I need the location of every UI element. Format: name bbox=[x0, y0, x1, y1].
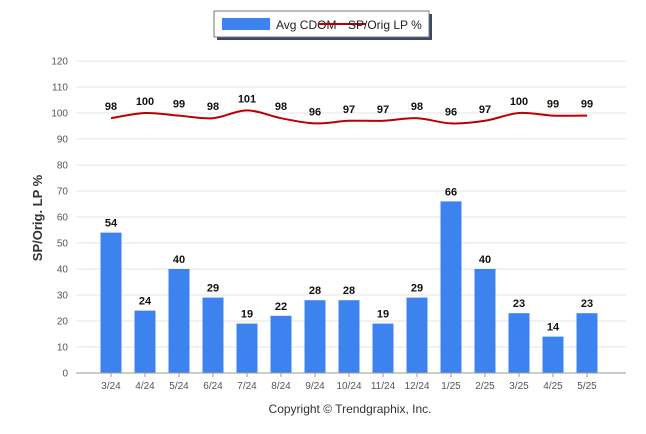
bar bbox=[100, 232, 122, 373]
legend-swatch-bar bbox=[222, 18, 270, 30]
bar-value-label: 28 bbox=[309, 285, 321, 297]
bar bbox=[440, 201, 462, 373]
bar-value-label: 23 bbox=[581, 298, 593, 310]
x-tick-label: 11/24 bbox=[371, 381, 396, 392]
bar-value-label: 29 bbox=[411, 283, 423, 295]
bar-value-label: 54 bbox=[105, 218, 118, 230]
x-tick-label: 2/25 bbox=[475, 381, 495, 392]
line-value-label: 97 bbox=[479, 104, 491, 116]
bar bbox=[542, 336, 564, 373]
bars: 54 24 40 29 19 22 28 28 19 29 66 40 23 14 23 bbox=[100, 186, 598, 373]
line-value-label: 99 bbox=[581, 99, 593, 111]
bar bbox=[372, 323, 394, 373]
line-value-label: 97 bbox=[377, 104, 389, 116]
bar bbox=[304, 300, 326, 373]
x-tick-label: 3/25 bbox=[509, 381, 529, 392]
bar-value-label: 23 bbox=[513, 298, 525, 310]
x-tick-label: 3/24 bbox=[101, 381, 121, 392]
line-value-label: 99 bbox=[173, 99, 185, 111]
line-value-label: 98 bbox=[275, 101, 287, 113]
x-tick-label: 9/24 bbox=[305, 381, 325, 392]
x-axis: 3/24 4/24 5/24 6/24 7/24 8/24 9/24 10/24 11/24 12… bbox=[76, 372, 626, 392]
y-tick-label: 100 bbox=[51, 109, 68, 120]
y-tick-label: 20 bbox=[57, 317, 69, 328]
x-tick-label: 5/24 bbox=[169, 381, 189, 392]
bar-value-label: 40 bbox=[173, 254, 185, 266]
copyright-text: Copyright © Trendgraphix, Inc. bbox=[269, 402, 432, 416]
bar-value-label: 24 bbox=[139, 296, 152, 308]
y-tick-label: 70 bbox=[57, 187, 69, 198]
bar bbox=[406, 297, 428, 373]
bar bbox=[236, 323, 258, 373]
bar bbox=[508, 313, 530, 373]
x-tick-label: 5/25 bbox=[577, 381, 597, 392]
bar bbox=[576, 313, 598, 373]
y-tick-label: 110 bbox=[52, 83, 68, 94]
line-value-label: 96 bbox=[309, 106, 321, 118]
line-value-label: 97 bbox=[343, 104, 355, 116]
line-series: 98 100 99 98 101 98 96 97 97 98 96 97 100 99 99 bbox=[105, 93, 593, 125]
y-tick-label: 90 bbox=[57, 135, 69, 146]
line-value-label: 101 bbox=[238, 93, 256, 105]
bar bbox=[270, 315, 292, 373]
y-tick-label: 30 bbox=[57, 291, 69, 302]
line-value-label: 96 bbox=[445, 106, 457, 118]
bar bbox=[202, 297, 224, 373]
y-tick-label: 60 bbox=[57, 213, 69, 224]
x-tick-label: 4/25 bbox=[543, 381, 563, 392]
line-value-label: 98 bbox=[207, 101, 219, 113]
legend-label-sp-orig: SP/Orig LP % bbox=[348, 18, 422, 32]
bar bbox=[134, 310, 156, 373]
legend-label-avg-cdom: Avg CDOM bbox=[276, 18, 336, 32]
bar-value-label: 28 bbox=[343, 285, 355, 297]
y-axis-title: SP/Orig. LP % bbox=[30, 174, 45, 261]
y-tick-label: 40 bbox=[57, 265, 69, 276]
line-value-label: 98 bbox=[411, 101, 423, 113]
x-tick-label: 7/24 bbox=[237, 381, 257, 392]
x-tick-label: 8/24 bbox=[271, 381, 291, 392]
bar-value-label: 19 bbox=[377, 309, 389, 321]
bar-value-label: 22 bbox=[275, 301, 287, 313]
x-tick-label: 6/24 bbox=[203, 381, 223, 392]
bar bbox=[168, 269, 190, 373]
y-axis: 0 10 20 30 40 50 60 70 80 90 100 110 120 bbox=[51, 57, 68, 380]
bar-value-label: 66 bbox=[445, 186, 457, 198]
line-value-label: 100 bbox=[510, 96, 528, 108]
x-tick-label: 1/25 bbox=[441, 381, 461, 392]
bar-value-label: 40 bbox=[479, 254, 491, 266]
x-tick-label: 12/24 bbox=[404, 381, 429, 392]
x-tick-label: 4/24 bbox=[135, 381, 155, 392]
bar-value-label: 29 bbox=[207, 283, 219, 295]
line-value-label: 100 bbox=[136, 96, 154, 108]
y-tick-label: 50 bbox=[57, 239, 69, 250]
y-tick-label: 10 bbox=[57, 343, 69, 354]
legend: Avg CDOM SP/Orig LP % bbox=[213, 10, 432, 40]
y-tick-label: 0 bbox=[62, 369, 68, 380]
bar bbox=[474, 269, 496, 373]
x-tick-label: 10/24 bbox=[336, 381, 361, 392]
line-value-label: 98 bbox=[105, 101, 117, 113]
bar bbox=[338, 300, 360, 373]
grid bbox=[76, 60, 626, 348]
line-value-label: 99 bbox=[547, 99, 559, 111]
series-line-sp-orig bbox=[110, 109, 588, 125]
bar-value-label: 19 bbox=[241, 309, 253, 321]
bar-value-label: 14 bbox=[547, 322, 560, 334]
y-tick-label: 120 bbox=[51, 57, 68, 68]
y-tick-label: 80 bbox=[57, 161, 69, 172]
